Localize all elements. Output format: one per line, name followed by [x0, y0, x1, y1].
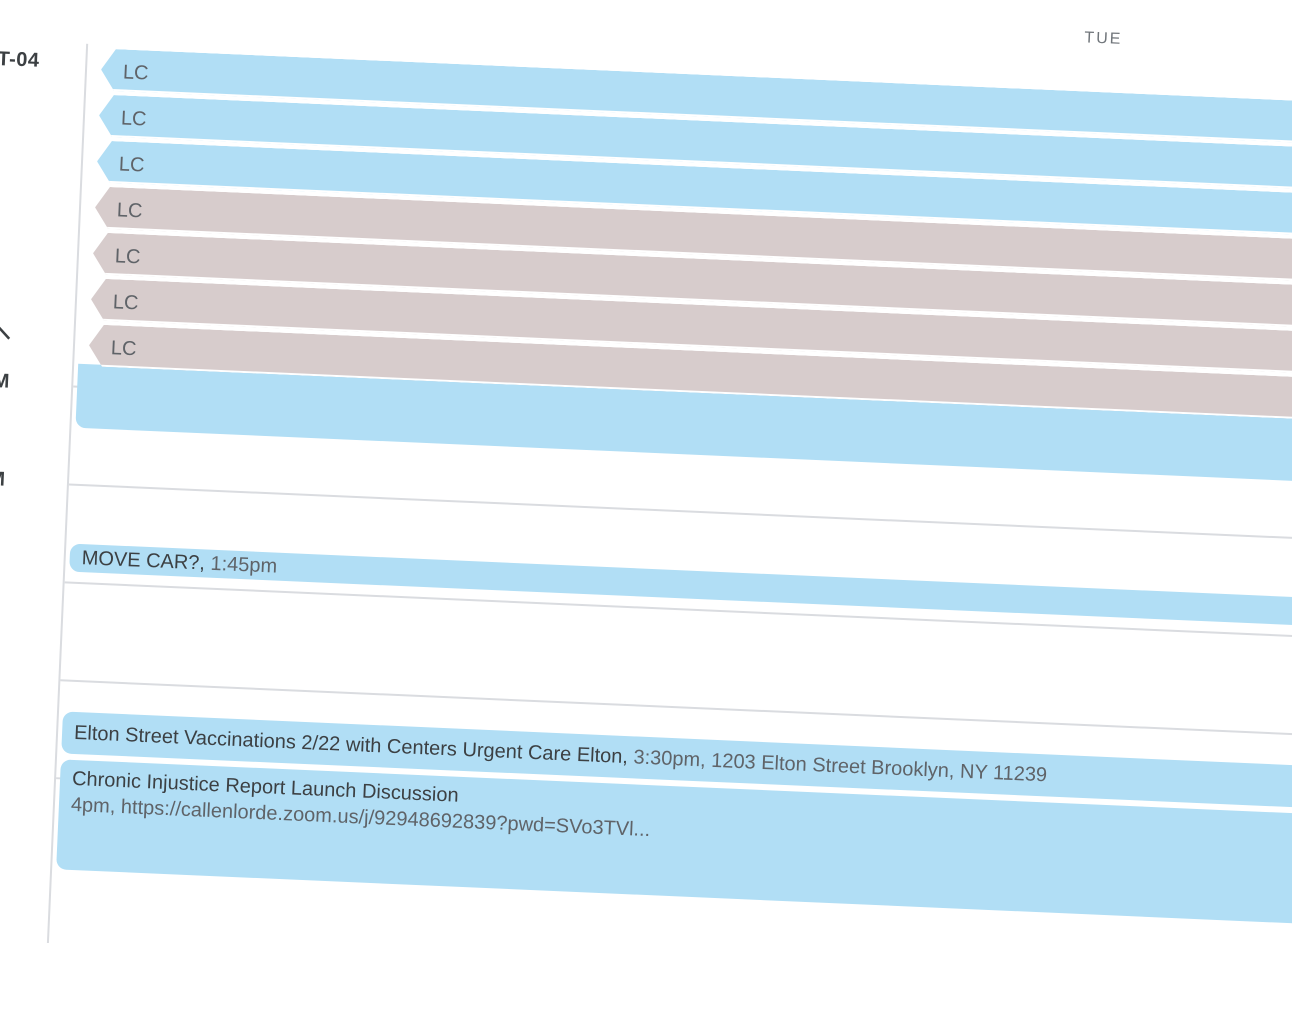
day-of-week: TUE	[1084, 29, 1123, 48]
timezone-label: IT-04	[0, 47, 40, 72]
event-title: MOVE CAR?,	[81, 547, 206, 575]
hour-label: PM	[0, 369, 10, 393]
collapse-chevron-up-icon[interactable]	[0, 320, 14, 345]
hour-line	[68, 483, 1292, 544]
event-time: 1:45pm	[204, 552, 278, 578]
event-title: Elton Street Vaccinations 2/22 with Cent…	[73, 721, 629, 769]
move-car-event[interactable]: MOVE CAR?, 1:45pm	[69, 543, 1292, 630]
event-details: 3:30pm, 1203 Elton Street Brooklyn, NY 1…	[627, 746, 1048, 787]
hour-label: PM	[0, 467, 6, 491]
